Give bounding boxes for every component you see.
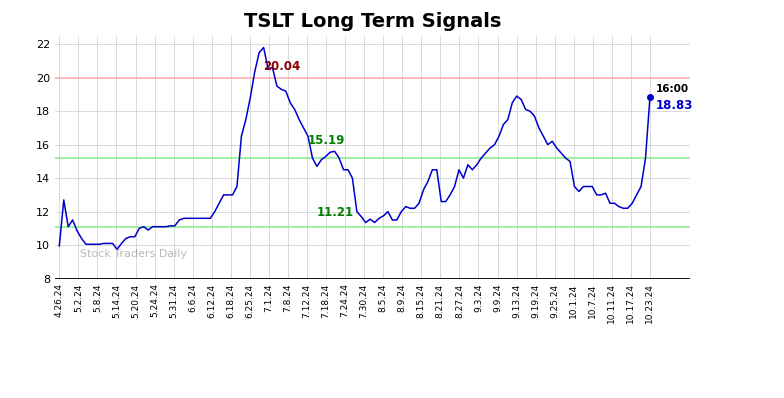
Text: Stock Traders Daily: Stock Traders Daily (80, 249, 187, 259)
Text: 16:00: 16:00 (655, 84, 689, 94)
Text: 20.04: 20.04 (263, 60, 301, 73)
Text: 15.19: 15.19 (308, 134, 346, 147)
Title: TSLT Long Term Signals: TSLT Long Term Signals (244, 12, 501, 31)
Text: 18.83: 18.83 (655, 99, 693, 112)
Text: 11.21: 11.21 (317, 206, 354, 219)
